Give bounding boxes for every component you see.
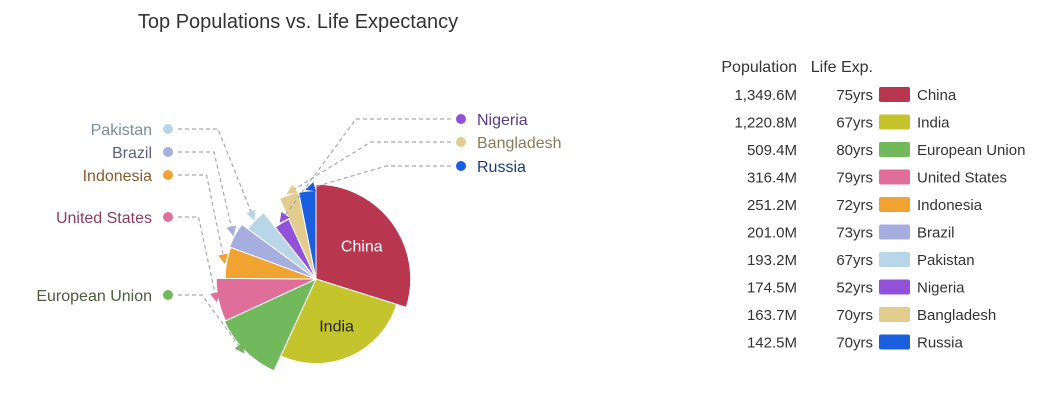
legend: Population Life Exp. 1,349.6M 75yrs China1…: [721, 59, 1025, 352]
callout-dot-russia: [456, 161, 466, 171]
callout-line-nigeria: [279, 118, 451, 223]
callout-label-bangladesh: Bangladesh: [477, 135, 562, 152]
legend-population-pakistan: 193.2M: [747, 252, 797, 269]
callout-line-pakistan: [178, 128, 256, 221]
callout-label-pakistan: Pakistan: [91, 122, 152, 139]
legend-swatch-russia[interactable]: [879, 334, 910, 350]
legend-label-indonesia[interactable]: Indonesia: [917, 197, 983, 214]
legend-swatch-bangladesh[interactable]: [879, 307, 910, 322]
legend-swatch-united-states[interactable]: [879, 169, 910, 185]
slice-european-union[interactable]: [223, 277, 318, 372]
callouts: European Union United States Indonesia Braz…: [36, 112, 562, 354]
legend-label-russia[interactable]: Russia: [917, 335, 964, 352]
callout-dot-indonesia: [163, 170, 173, 180]
legend-label-european-union[interactable]: European Union: [917, 142, 1025, 159]
legend-label-nigeria[interactable]: Nigeria: [917, 280, 965, 297]
legend-label-china[interactable]: China: [917, 87, 957, 104]
chart-title: Top Populations vs. Life Expectancy: [138, 11, 458, 33]
callout-dot-brazil: [163, 147, 173, 157]
legend-life-exp-nigeria: 52yrs: [836, 280, 873, 297]
legend-life-exp-china: 75yrs: [836, 87, 873, 104]
callout-line-european-union: [178, 294, 245, 354]
legend-label-india[interactable]: India: [917, 115, 950, 132]
legend-population-china: 1,349.6M: [734, 87, 797, 104]
callout-label-european-union: European Union: [36, 288, 152, 305]
callout-label-russia: Russia: [477, 159, 526, 176]
callout-label-brazil: Brazil: [112, 145, 152, 162]
legend-swatch-india[interactable]: [879, 114, 910, 130]
legend-life-exp-india: 67yrs: [836, 115, 873, 132]
legend-life-exp-european-union: 80yrs: [836, 142, 873, 159]
legend-header-life-exp: Life Exp.: [811, 59, 873, 76]
legend-life-exp-pakistan: 67yrs: [836, 252, 873, 269]
legend-life-exp-indonesia: 72yrs: [836, 197, 873, 214]
legend-swatch-indonesia[interactable]: [879, 197, 910, 212]
legend-life-exp-united-states: 79yrs: [836, 170, 873, 187]
legend-label-united-states[interactable]: United States: [917, 170, 1007, 187]
legend-swatch-european-union[interactable]: [879, 142, 910, 157]
legend-rows: 1,349.6M 75yrs China 1,220.8M 67yrs India 509.…: [734, 87, 1025, 352]
legend-population-russia: 142.5M: [747, 335, 797, 352]
callout-dot-nigeria: [456, 114, 466, 124]
callout-line-indonesia: [178, 174, 228, 265]
legend-population-nigeria: 174.5M: [747, 280, 797, 297]
callout-line-united-states: [178, 216, 220, 303]
callout-label-indonesia: Indonesia: [83, 168, 152, 185]
callout-line-russia: [305, 165, 451, 192]
callout-line-bangladesh: [286, 141, 451, 195]
inside-labels: China India: [319, 238, 383, 335]
legend-header-population: Population: [721, 59, 797, 76]
legend-swatch-nigeria[interactable]: [879, 279, 910, 295]
callout-line-brazil: [178, 151, 237, 237]
callout-dot-european-union: [163, 290, 173, 300]
legend-population-brazil: 201.0M: [747, 225, 797, 242]
legend-population-india: 1,220.8M: [734, 115, 797, 132]
legend-population-indonesia: 251.2M: [747, 197, 797, 214]
legend-label-pakistan[interactable]: Pakistan: [917, 252, 975, 269]
legend-label-bangladesh[interactable]: Bangladesh: [917, 307, 996, 324]
slice-label-china: China: [341, 238, 383, 255]
callout-dot-pakistan: [163, 124, 173, 134]
legend-label-brazil[interactable]: Brazil: [917, 225, 955, 242]
legend-life-exp-russia: 70yrs: [836, 335, 873, 352]
slice-india[interactable]: [280, 278, 398, 365]
callout-dot-bangladesh: [456, 137, 466, 147]
legend-swatch-china[interactable]: [879, 87, 910, 102]
legend-swatch-brazil[interactable]: [879, 224, 910, 240]
slice-china[interactable]: [315, 183, 412, 308]
legend-population-bangladesh: 163.7M: [747, 307, 797, 324]
callout-dot-united-states: [163, 212, 173, 222]
callout-label-nigeria: Nigeria: [477, 112, 528, 129]
legend-population-united-states: 316.4M: [747, 170, 797, 187]
callout-label-united-states: United States: [56, 210, 152, 227]
slice-label-india: India: [319, 318, 354, 335]
legend-population-european-union: 509.4M: [747, 142, 797, 159]
legend-swatch-pakistan[interactable]: [879, 252, 910, 267]
pie-slices: [215, 183, 412, 372]
legend-life-exp-brazil: 73yrs: [836, 225, 873, 242]
legend-life-exp-bangladesh: 70yrs: [836, 307, 873, 324]
